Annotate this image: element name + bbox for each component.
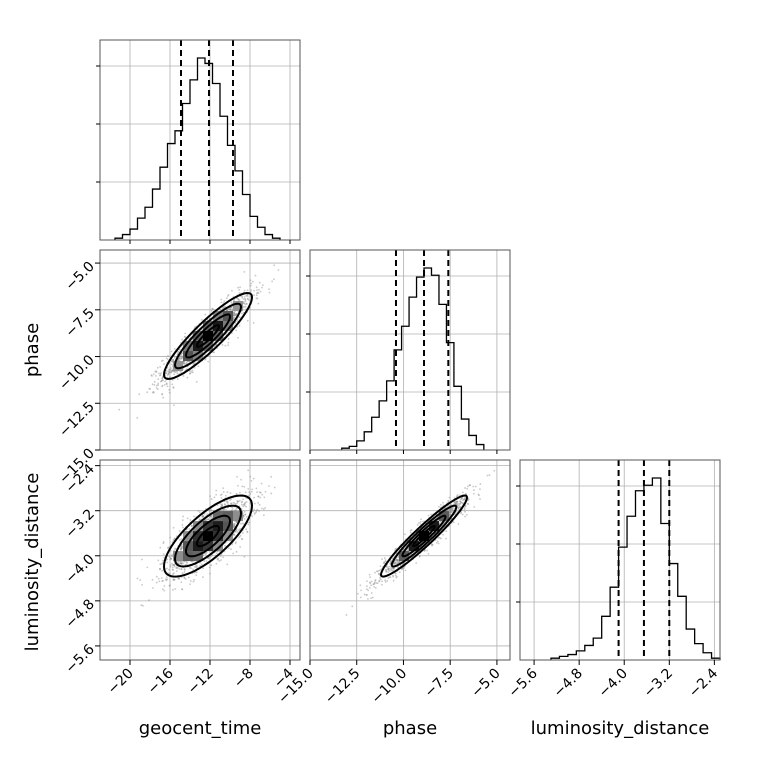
panel-frame-0-0 <box>99 39 301 241</box>
x-tick-label-phase: −10.0 <box>369 666 411 708</box>
panel-frame-1-1 <box>309 249 511 451</box>
x-tick-label-luminosity-distance: −3.2 <box>641 666 676 701</box>
y-tick-label-luminosity-distance: −3.2 <box>62 506 97 541</box>
x-axis-label-geocent-time: geocent_time <box>139 718 262 739</box>
x-tick-label-phase: −5.0 <box>468 666 503 701</box>
scatter-phase-vs-geocent-time <box>118 264 280 419</box>
scatter-luminosity-distance-vs-phase <box>345 470 496 616</box>
panel-frame-0-1 <box>99 249 301 451</box>
x-axis-label-phase: phase <box>383 718 437 739</box>
x-tick-label-phase: −7.5 <box>422 666 457 701</box>
panel-frame-2-2 <box>519 459 721 661</box>
panel-frame-0-2 <box>99 459 301 661</box>
y-tick-label-luminosity-distance: −4.0 <box>62 551 97 586</box>
y-tick-label-phase: −5.0 <box>62 259 97 294</box>
y-axis-label-phase: phase <box>22 323 43 377</box>
x-tick-label-geocent-time: −16 <box>145 665 177 697</box>
x-tick-label-luminosity-distance: −4.8 <box>551 666 586 701</box>
histogram-luminosity-distance <box>550 477 721 660</box>
y-tick-label-luminosity-distance: −5.6 <box>62 641 97 676</box>
y-tick-label-phase: −7.5 <box>62 305 97 340</box>
panel-frame-1-2 <box>309 459 511 661</box>
x-tick-label-luminosity-distance: −2.4 <box>686 665 721 700</box>
y-tick-label-phase: −10.0 <box>56 352 98 394</box>
histogram-geocent-time <box>114 57 281 240</box>
x-tick-label-geocent-time: −8 <box>231 666 257 692</box>
y-tick-label-phase: −12.5 <box>56 399 98 441</box>
y-axis-label-luminosity-distance: luminosity_distance <box>22 473 43 652</box>
x-tick-label-luminosity-distance: −5.6 <box>506 665 541 700</box>
x-axis-label-luminosity-distance: luminosity_distance <box>531 718 710 739</box>
y-tick-label-luminosity-distance: −4.8 <box>62 596 97 631</box>
x-tick-label-luminosity-distance: −4.0 <box>596 666 631 701</box>
scatter-luminosity-distance-vs-geocent-time <box>136 469 276 607</box>
x-tick-label-geocent-time: −20 <box>105 666 137 698</box>
x-tick-label-geocent-time: −12 <box>185 666 217 698</box>
histogram-phase <box>341 267 485 450</box>
x-tick-label-phase: −12.5 <box>322 666 364 708</box>
